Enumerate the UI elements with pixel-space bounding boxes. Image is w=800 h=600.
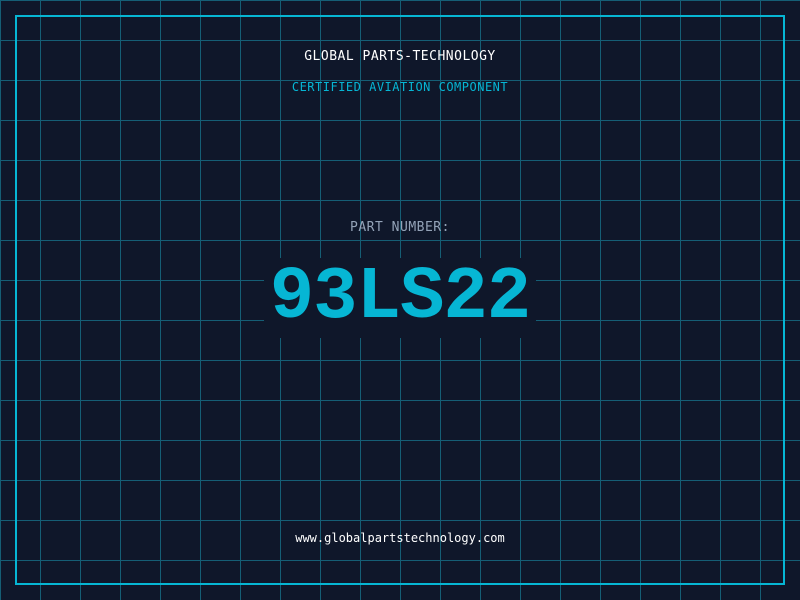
part-number-container: 93LS22 — [0, 258, 800, 338]
company-name: GLOBAL PARTS-TECHNOLOGY — [304, 49, 496, 64]
website-url: www.globalpartstechnology.com — [295, 531, 505, 545]
part-number-label: PART NUMBER: — [350, 220, 450, 235]
certification-subtitle: CERTIFIED AVIATION COMPONENT — [291, 80, 509, 94]
card-border — [15, 15, 785, 585]
part-number: 93LS22 — [263, 258, 537, 338]
